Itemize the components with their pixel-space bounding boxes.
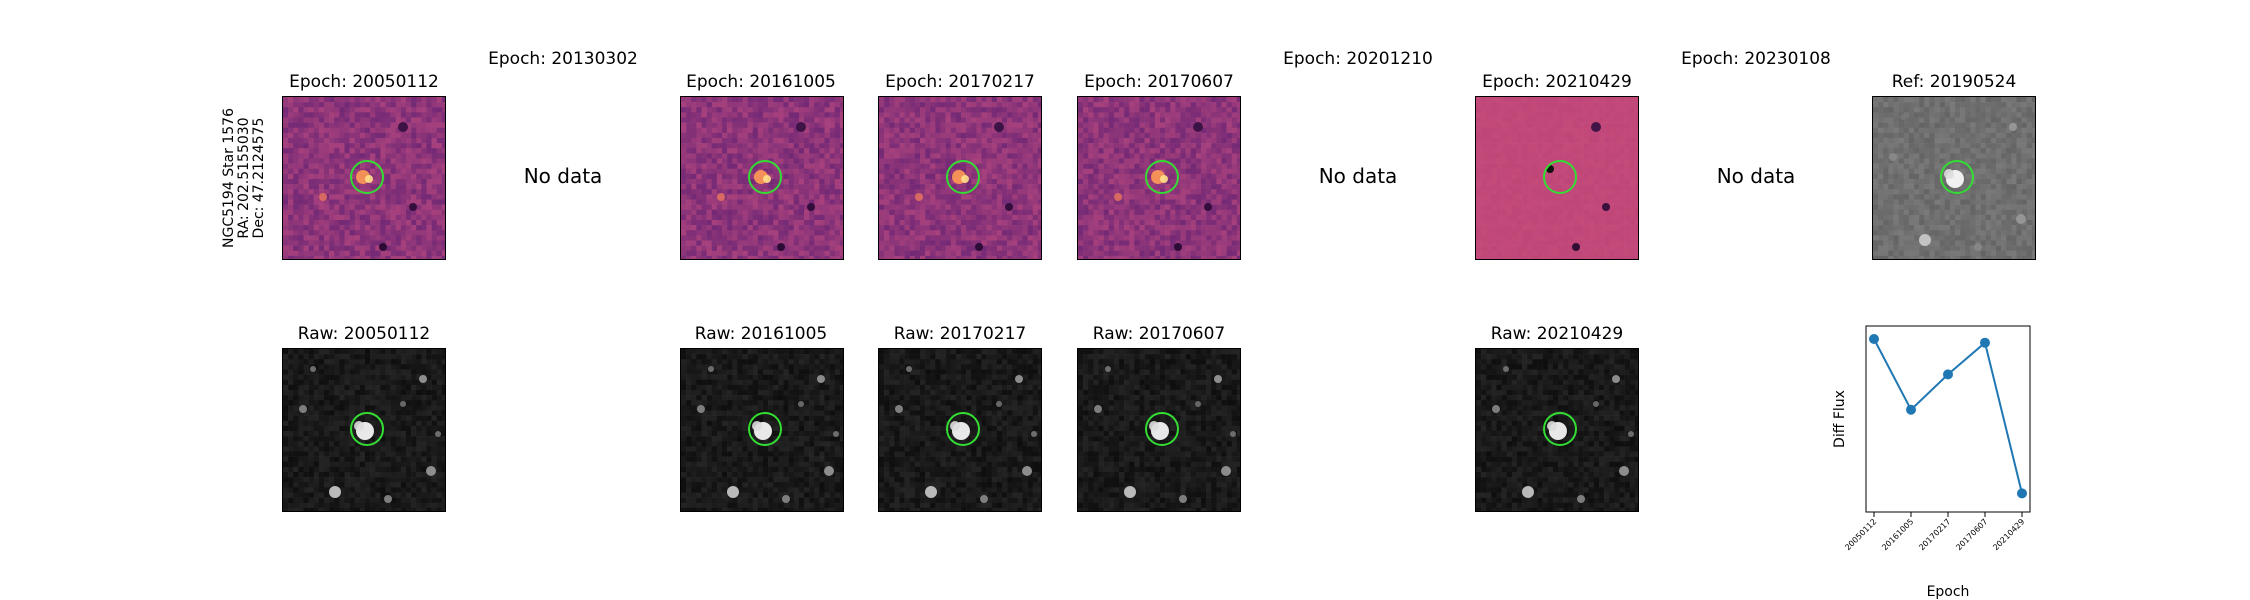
difference-image xyxy=(1078,97,1240,259)
star-ra: RA: 202.5155030 xyxy=(236,117,252,239)
target-aperture-circle xyxy=(350,412,384,446)
difference-image-panel xyxy=(1475,96,1639,260)
target-aperture-circle xyxy=(1543,412,1577,446)
raw-title: Raw: 20170607 xyxy=(1092,324,1226,344)
difference-image-panel xyxy=(878,96,1042,260)
star-dec: Dec: 47.2124575 xyxy=(251,117,267,239)
raw-image-panel xyxy=(282,348,446,512)
epoch-title: Epoch: 20130302 xyxy=(488,49,638,69)
star-info-label: NGC5194 Star 1576 RA: 202.5155030 Dec: 4… xyxy=(221,108,272,248)
raw-image xyxy=(681,349,843,511)
data-point xyxy=(1980,337,1990,348)
lightcurve-axes-frame xyxy=(1865,325,2031,513)
target-aperture-circle xyxy=(1543,160,1577,194)
data-point xyxy=(1906,404,1916,415)
no-data-label: No data xyxy=(1716,164,1796,188)
epoch-title: Epoch: 20170217 xyxy=(885,72,1035,92)
no-data-label: No data xyxy=(1318,164,1398,188)
raw-title: Raw: 20050112 xyxy=(297,324,431,344)
x-tick-label: 20050112 xyxy=(1843,517,1878,552)
raw-title: Raw: 20210429 xyxy=(1490,324,1624,344)
raw-image xyxy=(1476,349,1638,511)
epoch-title: Epoch: 20050112 xyxy=(289,72,439,92)
raw-title: Raw: 20170217 xyxy=(893,324,1027,344)
reference-image xyxy=(1873,97,2035,259)
difference-image xyxy=(879,97,1041,259)
epoch-title: Epoch: 20170607 xyxy=(1084,72,1234,92)
difference-image xyxy=(283,97,445,259)
difference-image xyxy=(681,97,843,259)
epoch-title: Epoch: 20210429 xyxy=(1482,72,1632,92)
star-name: NGC5194 Star 1576 xyxy=(221,108,237,248)
raw-image xyxy=(283,349,445,511)
data-point xyxy=(2017,488,2027,499)
raw-image-panel xyxy=(878,348,1042,512)
y-axis-label: Diff Flux xyxy=(1832,390,1848,448)
data-point xyxy=(1943,369,1953,380)
target-aperture-circle xyxy=(350,160,384,194)
difference-image-panel xyxy=(680,96,844,260)
difference-image xyxy=(1476,97,1638,259)
data-point xyxy=(1869,334,1879,344)
reference-image-panel xyxy=(1872,96,2036,260)
epoch-title: Epoch: 20161005 xyxy=(686,72,836,92)
x-tick-label: 20170607 xyxy=(1954,517,1989,552)
difference-image-panel xyxy=(282,96,446,260)
raw-image-panel xyxy=(1077,348,1241,512)
difference-image-panel xyxy=(1077,96,1241,260)
raw-image xyxy=(879,349,1041,511)
target-aperture-circle xyxy=(1145,412,1179,446)
x-tick-label: 20170217 xyxy=(1917,517,1952,552)
target-aperture-circle xyxy=(1940,160,1974,194)
x-axis-label: Epoch xyxy=(1927,584,1970,600)
epoch-title: Ref: 20190524 xyxy=(1891,72,2017,92)
target-aperture-circle xyxy=(946,160,980,194)
x-tick-label: 20161005 xyxy=(1880,517,1915,552)
target-aperture-circle xyxy=(1145,160,1179,194)
raw-title: Raw: 20161005 xyxy=(694,324,828,344)
raw-image xyxy=(1078,349,1240,511)
epoch-title: Epoch: 20201210 xyxy=(1283,49,1433,69)
raw-image-panel xyxy=(1475,348,1639,512)
target-aperture-circle xyxy=(748,412,782,446)
epoch-title: Epoch: 20230108 xyxy=(1681,49,1831,69)
x-tick-label: 20210429 xyxy=(1991,517,2026,552)
target-aperture-circle xyxy=(946,412,980,446)
no-data-label: No data xyxy=(523,164,603,188)
raw-image-panel xyxy=(680,348,844,512)
diff-flux-light-curve: 20050112 20161005 20170217 20170607 20210429… xyxy=(1832,325,2031,600)
target-aperture-circle xyxy=(748,160,782,194)
